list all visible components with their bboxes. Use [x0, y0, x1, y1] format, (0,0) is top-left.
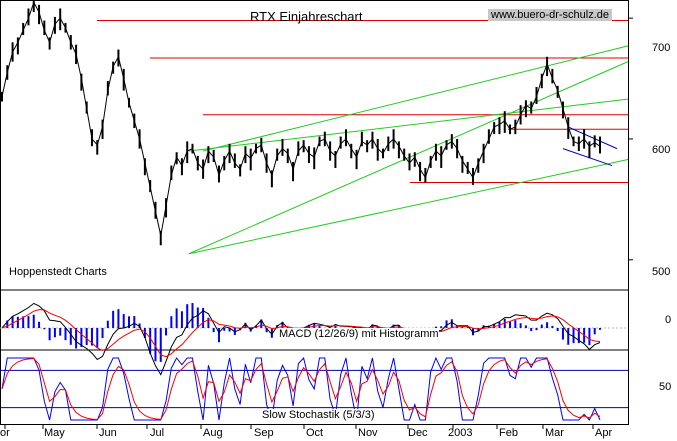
y-tick-stoch-50: 50: [659, 381, 672, 393]
y-tick-macd-0: 0: [665, 314, 672, 326]
x-tick-9: 2003: [448, 427, 473, 439]
plot-border: [0, 0, 629, 425]
x-tick-5: Sep: [254, 427, 274, 439]
channel-upper: [567, 126, 618, 150]
stochastic-label: Slow Stochastik (5/3/3): [262, 409, 375, 421]
price-line: [1, 1, 601, 236]
trend-line: [202, 45, 629, 152]
trend-line: [188, 159, 629, 255]
flag-channel: [562, 126, 618, 167]
x-tick-11: Mar: [545, 427, 564, 439]
x-tick-7: Nov: [358, 427, 378, 439]
price-series: [1, 0, 601, 246]
x-tick-10: Feb: [499, 427, 518, 439]
credit-label: Hoppenstedt Charts: [9, 266, 107, 278]
y-tick-700: 700: [652, 42, 671, 54]
x-tick-1: May: [44, 427, 65, 439]
channel-lower: [562, 148, 613, 167]
macd-label: MACD (12/26/9) mit Histogramm: [279, 328, 439, 340]
chart-title: RTX Einjahreschart: [250, 9, 363, 24]
y-tick-500: 500: [652, 266, 671, 278]
stochastic-series: [0, 356, 628, 421]
x-tick-8: Dec: [408, 427, 428, 439]
x-tick-6: Oct: [306, 427, 324, 439]
x-tick-12: Apr: [595, 427, 613, 439]
stochastic-k-line: [1, 356, 601, 421]
x-tick-0: or: [0, 427, 10, 439]
x-tick-4: Aug: [203, 427, 223, 439]
stochastic-d-line: [1, 357, 601, 421]
x-tick-3: Jul: [150, 427, 165, 439]
y-tick-600: 600: [652, 144, 671, 156]
x-tick-2: Jun: [99, 427, 117, 439]
chart-frame: [0, 0, 633, 429]
source-label: www.buero-dr-schulz.de: [488, 9, 612, 21]
